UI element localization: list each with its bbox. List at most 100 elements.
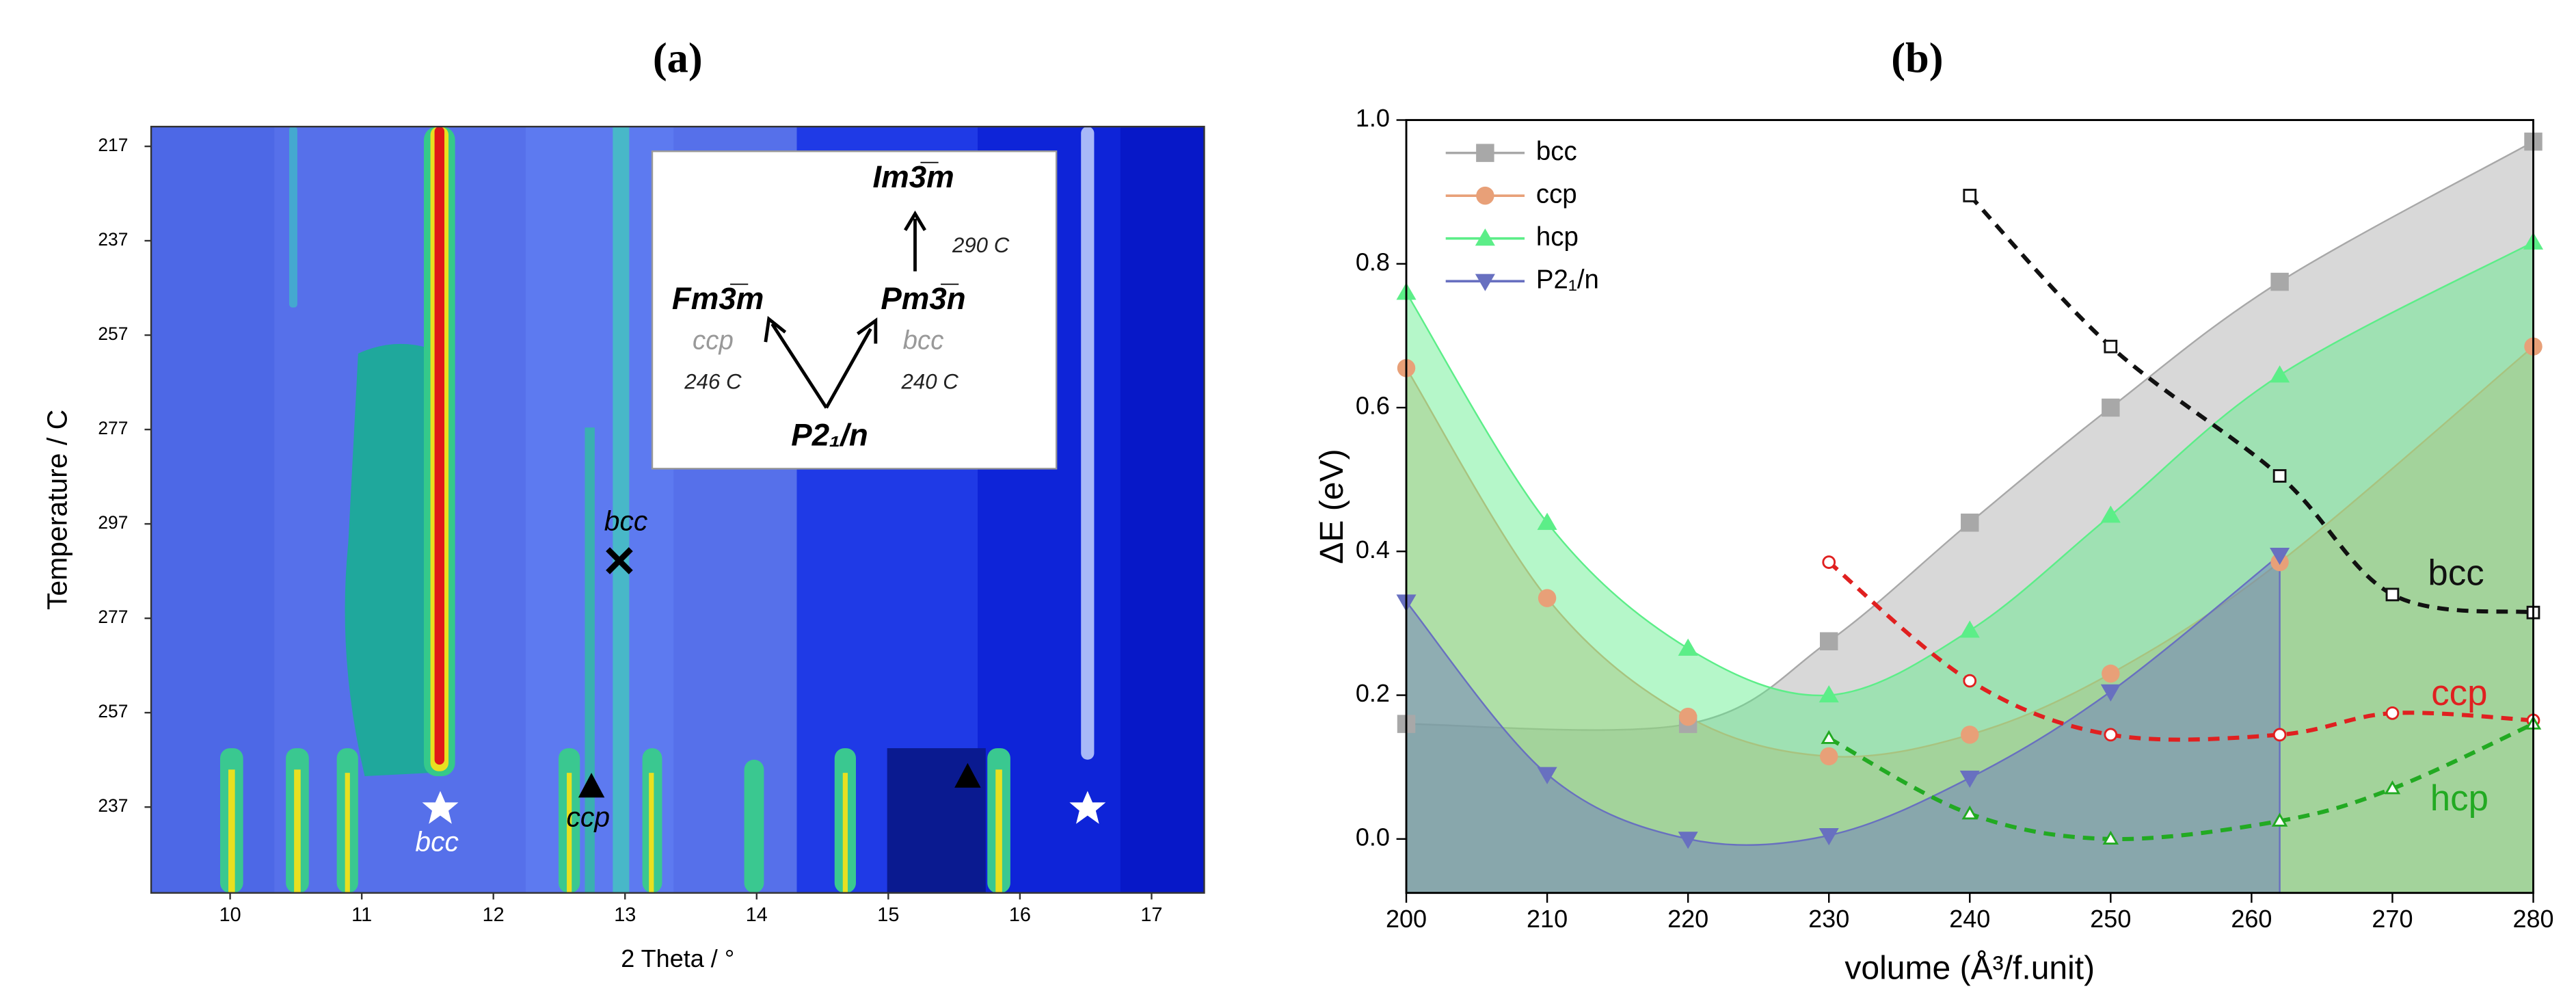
annotation: bcc — [604, 505, 648, 536]
x-tick-label: 250 — [2090, 905, 2131, 933]
data-point — [2270, 272, 2289, 291]
cross-marker — [606, 547, 633, 574]
legend-label: bcc — [1536, 137, 1577, 166]
x-axis-label: 2 Theta / ° — [621, 944, 734, 972]
data-point — [2102, 664, 2120, 683]
star-marker — [1069, 791, 1106, 824]
x-tick-label: 240 — [1949, 905, 1990, 933]
inset-note: 290 C — [952, 233, 1010, 257]
inset-arrow — [764, 315, 828, 409]
area — [1406, 140, 2534, 893]
x-tick-label: 10 — [219, 904, 241, 926]
y-tick-label: 0.0 — [1356, 823, 1390, 851]
data-point — [2385, 587, 2400, 602]
contour-region — [151, 127, 275, 893]
data-point — [2104, 339, 2118, 354]
fit-label: bcc — [2428, 553, 2484, 594]
phase-label: Im3̅m — [872, 159, 954, 194]
y-tick-label: 257 — [98, 323, 128, 344]
data-point — [2272, 728, 2287, 742]
triangle-marker — [578, 773, 605, 798]
x-tick-label: 13 — [614, 904, 636, 926]
data-point — [1475, 274, 1495, 291]
data-point — [2102, 830, 2119, 845]
data-point — [1822, 555, 1836, 569]
fit-line — [1827, 560, 2534, 742]
contour-blob — [345, 343, 431, 776]
annotation: ccp — [567, 801, 611, 832]
plot-frame — [150, 125, 1205, 894]
data-point — [1961, 726, 1979, 744]
data-point — [2384, 780, 2401, 795]
data-point — [1819, 827, 1839, 846]
data-point — [1538, 589, 1557, 607]
data-point — [1963, 674, 1977, 688]
x-tick-label: 210 — [1527, 905, 1568, 933]
data-point — [1475, 228, 1495, 246]
phase-label: Pm3̅n — [881, 281, 965, 316]
inset-note: bcc — [903, 326, 944, 355]
y-tick-label: 237 — [98, 229, 128, 250]
y-tick-label: 0.8 — [1356, 248, 1390, 276]
x-tick-label: 260 — [2231, 905, 2272, 933]
fit-line — [1968, 194, 2534, 615]
data-point — [1821, 730, 1837, 744]
data-point — [2270, 547, 2290, 566]
y-axis-label: Temperature / C — [41, 410, 72, 610]
data-point — [1959, 620, 1980, 638]
data-point — [1476, 144, 1494, 162]
y-tick-label: 277 — [98, 418, 128, 438]
x-tick-label: 280 — [2512, 905, 2553, 933]
x-tick-label: 11 — [351, 904, 372, 926]
y-tick-label: 257 — [98, 701, 128, 721]
contour-region — [1120, 127, 1205, 893]
phase-label: Fm3̅m — [672, 281, 764, 316]
data-point — [1476, 186, 1494, 205]
contour-peak-cores — [228, 769, 1002, 893]
triangle-marker — [954, 762, 981, 788]
data-point — [1961, 805, 1978, 820]
panel-title: (b) — [1891, 34, 1943, 82]
x-tick-label: 12 — [483, 904, 505, 926]
inset-box — [651, 150, 1058, 470]
x-tick-label: 270 — [2372, 905, 2413, 933]
y-tick-label: 0.6 — [1356, 392, 1390, 420]
inset-arrow — [824, 317, 878, 409]
data-point — [1961, 514, 1979, 532]
data-point — [2270, 365, 2290, 383]
data-point — [1537, 512, 1557, 530]
x-axis-label: volume (Å³/f.unit) — [1844, 949, 2095, 986]
y-tick-label: 237 — [98, 795, 128, 816]
x-tick-label: 15 — [877, 904, 899, 926]
panel-a: (a) 10 11 12 13 14 15 16 17 217 237 257 277 297 277 257… — [41, 34, 1205, 972]
data-point — [1959, 770, 1980, 788]
y-axis-label: ΔE (eV) — [1313, 449, 1350, 563]
legend-label: ccp — [1536, 179, 1577, 209]
y-tick-label: 217 — [98, 135, 128, 155]
inset-arrow — [904, 210, 926, 271]
contour-streak — [613, 127, 630, 893]
star-marker — [422, 791, 459, 824]
annotation: bcc — [415, 825, 459, 857]
legend-label: hcp — [1536, 222, 1579, 252]
contour-streak — [1081, 127, 1095, 760]
data-point — [1963, 189, 1977, 202]
inset-note: 246 C — [684, 370, 742, 394]
data-point — [2271, 812, 2288, 827]
legend-label: P2₁/n — [1536, 265, 1599, 294]
data-point — [1537, 767, 1557, 784]
panel-b: (b) bcc ccp hcp 200 210 220 230 240 250 260 270 280 0… — [1313, 34, 2554, 987]
x-tick-label: 14 — [746, 904, 768, 926]
data-point — [2102, 398, 2120, 417]
fit-line — [1827, 721, 2534, 841]
y-tick-label: 297 — [98, 512, 128, 533]
data-point — [2104, 728, 2118, 742]
inset-note: 240 C — [900, 370, 958, 394]
inset-note: ccp — [693, 326, 734, 355]
x-tick-label: 16 — [1009, 904, 1031, 926]
panel-title: (a) — [653, 34, 703, 82]
x-tick-label: 230 — [1808, 905, 1849, 933]
data-point — [2385, 706, 2400, 720]
data-point — [2100, 505, 2121, 523]
